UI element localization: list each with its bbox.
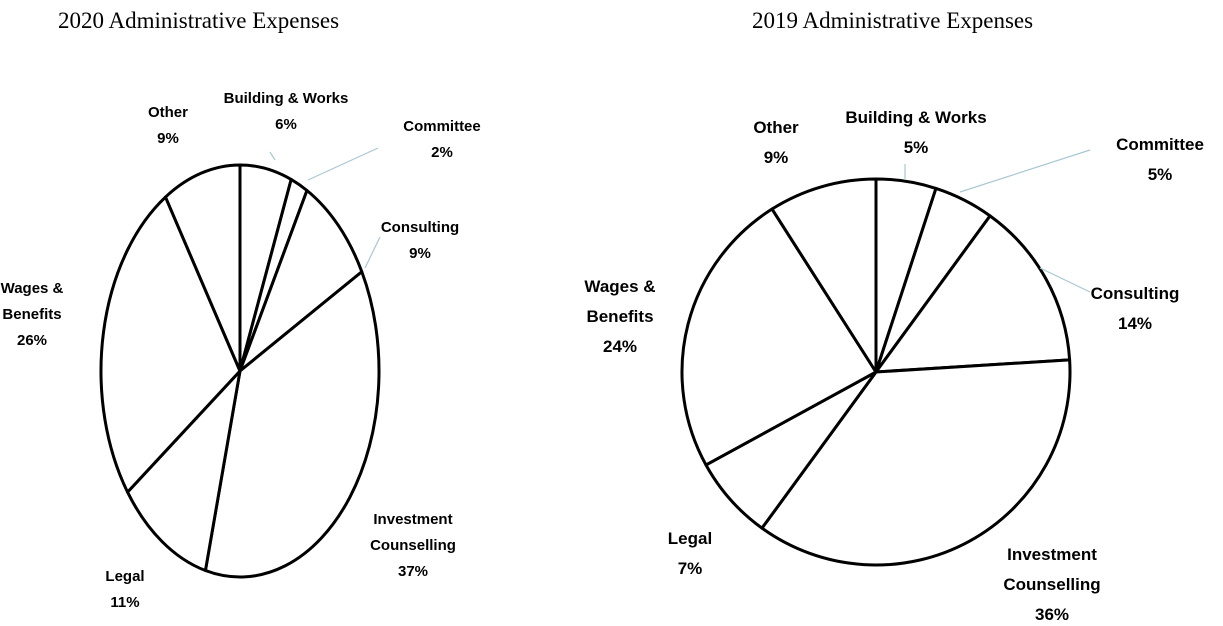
label-2019-wages-and-benefits: Wages & Benefits 24% xyxy=(584,277,655,356)
value-label: 24% xyxy=(603,337,637,356)
pie-2019: Building & Works 5% Committee 5% Consulting 1… xyxy=(584,108,1204,624)
value-label: 36% xyxy=(1035,605,1069,624)
category-label: Benefits xyxy=(586,307,653,326)
category-label: Building & Works xyxy=(224,90,349,107)
category-label: Other xyxy=(753,118,799,137)
value-label: 11% xyxy=(110,594,139,611)
leader-line-2020-2 xyxy=(364,236,381,269)
category-label: Counselling xyxy=(1003,575,1100,594)
category-label: Legal xyxy=(105,568,144,585)
category-label: Building & Works xyxy=(845,108,986,127)
slice-2019-investment-counselling xyxy=(760,358,1072,567)
slice-2020-wages-and-benefits xyxy=(99,195,242,494)
label-2019-committee: Committee 5% xyxy=(1116,135,1204,184)
slice-2020-consulting xyxy=(238,188,364,373)
value-label: 9% xyxy=(157,130,179,147)
label-2019-building-and-works: Building & Works 5% xyxy=(845,108,986,157)
label-2019-investment-counselling: Investment Counselling 36% xyxy=(1003,545,1100,624)
label-2019-consulting: Consulting 14% xyxy=(1091,284,1180,333)
chart-title-2020: 2020 Administrative Expenses xyxy=(58,8,340,33)
label-2020-other: Other 9% xyxy=(148,104,188,147)
label-2020-committee: Committee 2% xyxy=(403,118,481,161)
label-2019-legal: Legal 7% xyxy=(668,529,712,578)
label-2020-investment-counselling: Investment Counselling 37% xyxy=(370,511,456,580)
category-label: Committee xyxy=(1116,135,1204,154)
slice-2019-consulting xyxy=(874,214,1072,374)
slice-2020-legal xyxy=(126,369,242,573)
label-2019-other: Other 9% xyxy=(753,118,799,167)
label-2020-legal: Legal 11% xyxy=(105,568,144,611)
leader-line-2019-2 xyxy=(1039,267,1091,293)
category-label: Benefits xyxy=(2,306,61,323)
category-label: Investment xyxy=(373,511,452,528)
slice-2019-wages-and-benefits xyxy=(680,207,878,467)
category-label: Wages & xyxy=(1,280,64,297)
value-label: 5% xyxy=(904,138,929,157)
value-label: 9% xyxy=(409,245,431,262)
value-label: 7% xyxy=(678,559,703,578)
category-label: Consulting xyxy=(381,219,459,236)
value-label: 9% xyxy=(764,148,789,167)
pie-2020: Building & Works 6% Committee 2% Consulting 9… xyxy=(1,90,481,611)
leader-line-2020-0 xyxy=(269,151,276,161)
value-label: 6% xyxy=(275,116,297,133)
category-label: Other xyxy=(148,104,188,121)
leader-line-2019-1 xyxy=(959,149,1091,193)
category-label: Committee xyxy=(403,118,481,135)
value-label: 26% xyxy=(17,332,47,349)
value-label: 14% xyxy=(1118,314,1152,333)
category-label: Consulting xyxy=(1091,284,1180,303)
category-label: Counselling xyxy=(370,537,456,554)
label-2020-building-and-works: Building & Works 6% xyxy=(224,90,349,133)
label-2020-consulting: Consulting 9% xyxy=(381,219,459,262)
value-label: 37% xyxy=(398,563,428,580)
slice-2020-other xyxy=(164,163,242,373)
category-label: Investment xyxy=(1007,545,1097,564)
slice-2020-investment-counselling xyxy=(203,270,381,579)
category-label: Legal xyxy=(668,529,712,548)
slice-2019-other xyxy=(770,177,878,374)
value-label: 5% xyxy=(1148,165,1173,184)
category-label: Wages & xyxy=(584,277,655,296)
chart-title-2019: 2019 Administrative Expenses xyxy=(752,8,1034,33)
label-2020-wages-and-benefits: Wages & Benefits 26% xyxy=(1,280,64,349)
value-label: 2% xyxy=(431,144,453,161)
leader-line-2020-1 xyxy=(307,147,379,181)
